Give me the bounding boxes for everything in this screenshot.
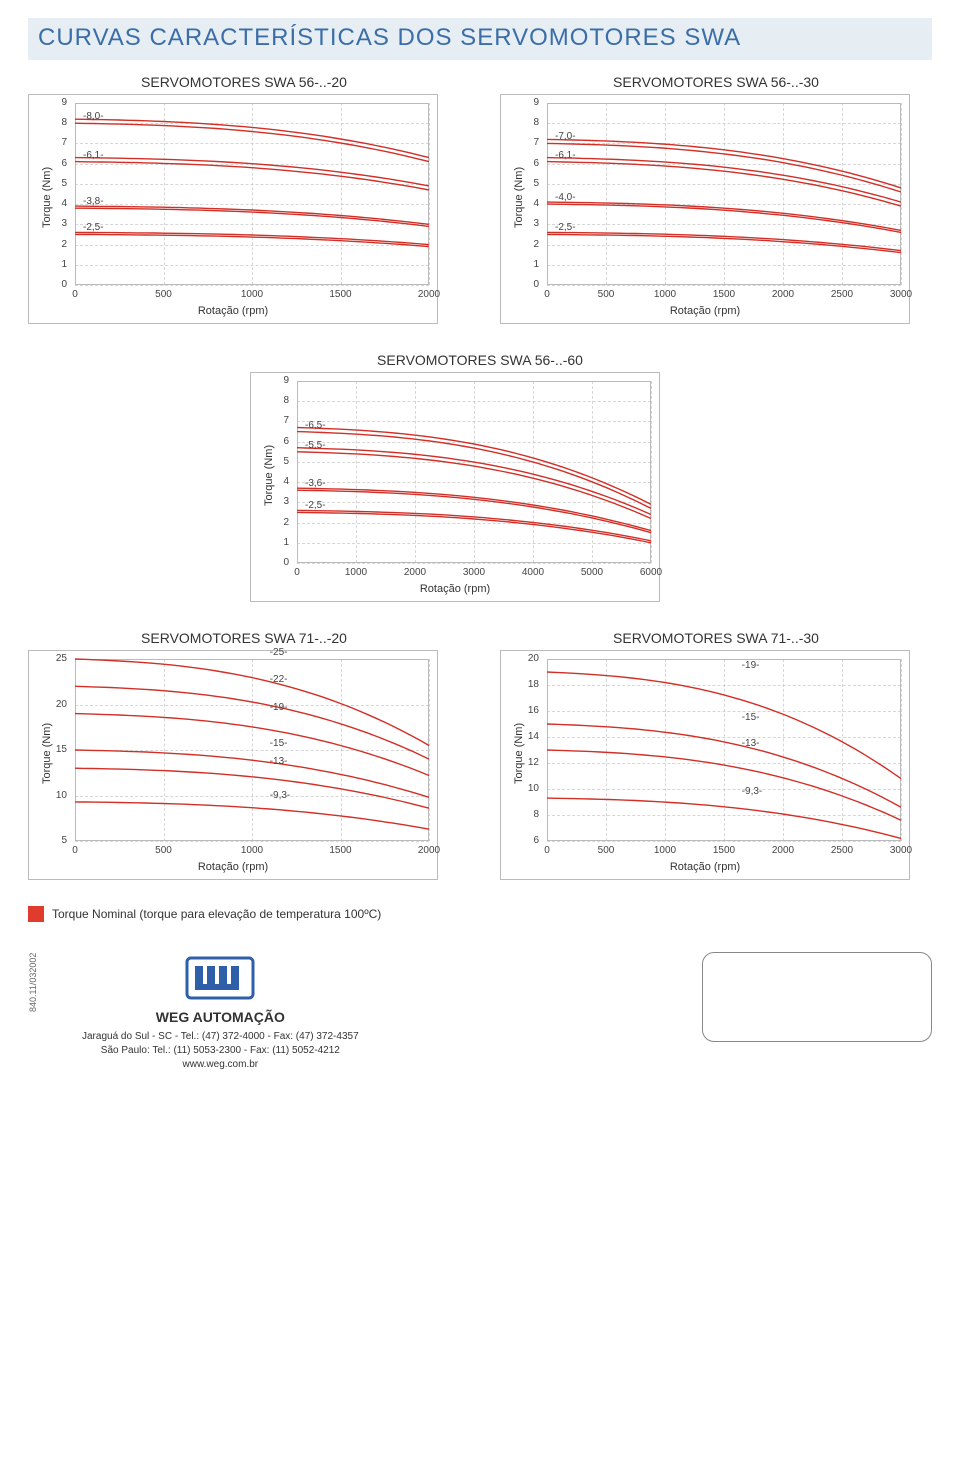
- company-url: www.weg.com.br: [82, 1058, 359, 1072]
- chart-swa56-60: SERVOMOTORES SWA 56-..-60 01234567890100…: [250, 352, 710, 602]
- series-label: -9,3-: [742, 786, 763, 797]
- legend: Torque Nominal (torque para elevação de …: [28, 906, 932, 922]
- stamp-box: [702, 952, 932, 1042]
- series-label: -15-: [742, 712, 760, 723]
- series-label: -6,5-: [305, 420, 326, 431]
- chart-title: SERVOMOTORES SWA 56-..-60: [250, 352, 710, 368]
- chart-title: SERVOMOTORES SWA 56-..-20: [28, 74, 460, 90]
- series-label: -2,5-: [555, 222, 576, 233]
- company-addr1: Jaraguá do Sul - SC - Tel.: (47) 372-400…: [82, 1030, 359, 1044]
- series-label: -15-: [270, 738, 288, 749]
- series-label: -9,3-: [270, 790, 291, 801]
- series-label: -19-: [742, 660, 760, 671]
- chart-title: SERVOMOTORES SWA 71-..-20: [28, 630, 460, 646]
- company-addr2: São Paulo: Tel.: (11) 5053-2300 - Fax: (…: [82, 1044, 359, 1058]
- chart-swa56-20: SERVOMOTORES SWA 56-..-20 01234567890500…: [28, 74, 460, 324]
- page-title: CURVAS CARACTERÍSTICAS DOS SERVOMOTORES …: [28, 18, 932, 60]
- series-label: -25-: [270, 647, 288, 658]
- series-label: -13-: [270, 756, 288, 767]
- series-label: -22-: [270, 674, 288, 685]
- series-label: -2,5-: [305, 500, 326, 511]
- series-label: -7,0-: [555, 131, 576, 142]
- series-label: -2,5-: [83, 222, 104, 233]
- series-label: -8,0-: [83, 111, 104, 122]
- legend-swatch: [28, 906, 44, 922]
- chart-swa71-30: SERVOMOTORES SWA 71-..-30 68101214161820…: [500, 630, 932, 880]
- series-label: -3,6-: [305, 478, 326, 489]
- chart-swa71-20: SERVOMOTORES SWA 71-..-20 51015202505001…: [28, 630, 460, 880]
- legend-text: Torque Nominal (torque para elevação de …: [52, 907, 381, 921]
- series-label: -19-: [270, 702, 288, 713]
- chart-title: SERVOMOTORES SWA 56-..-30: [500, 74, 932, 90]
- doc-code: 840.11/032002: [28, 1002, 38, 1012]
- weg-logo: [181, 952, 259, 1004]
- series-label: -6,1-: [83, 150, 104, 161]
- company-name: WEG AUTOMAÇÃO: [82, 1008, 359, 1028]
- series-label: -13-: [742, 738, 760, 749]
- chart-title: SERVOMOTORES SWA 71-..-30: [500, 630, 932, 646]
- series-label: -3,8-: [83, 196, 104, 207]
- series-label: -5,5-: [305, 440, 326, 451]
- chart-swa56-30: SERVOMOTORES SWA 56-..-30 01234567890500…: [500, 74, 932, 324]
- series-label: -6,1-: [555, 150, 576, 161]
- series-label: -4,0-: [555, 192, 576, 203]
